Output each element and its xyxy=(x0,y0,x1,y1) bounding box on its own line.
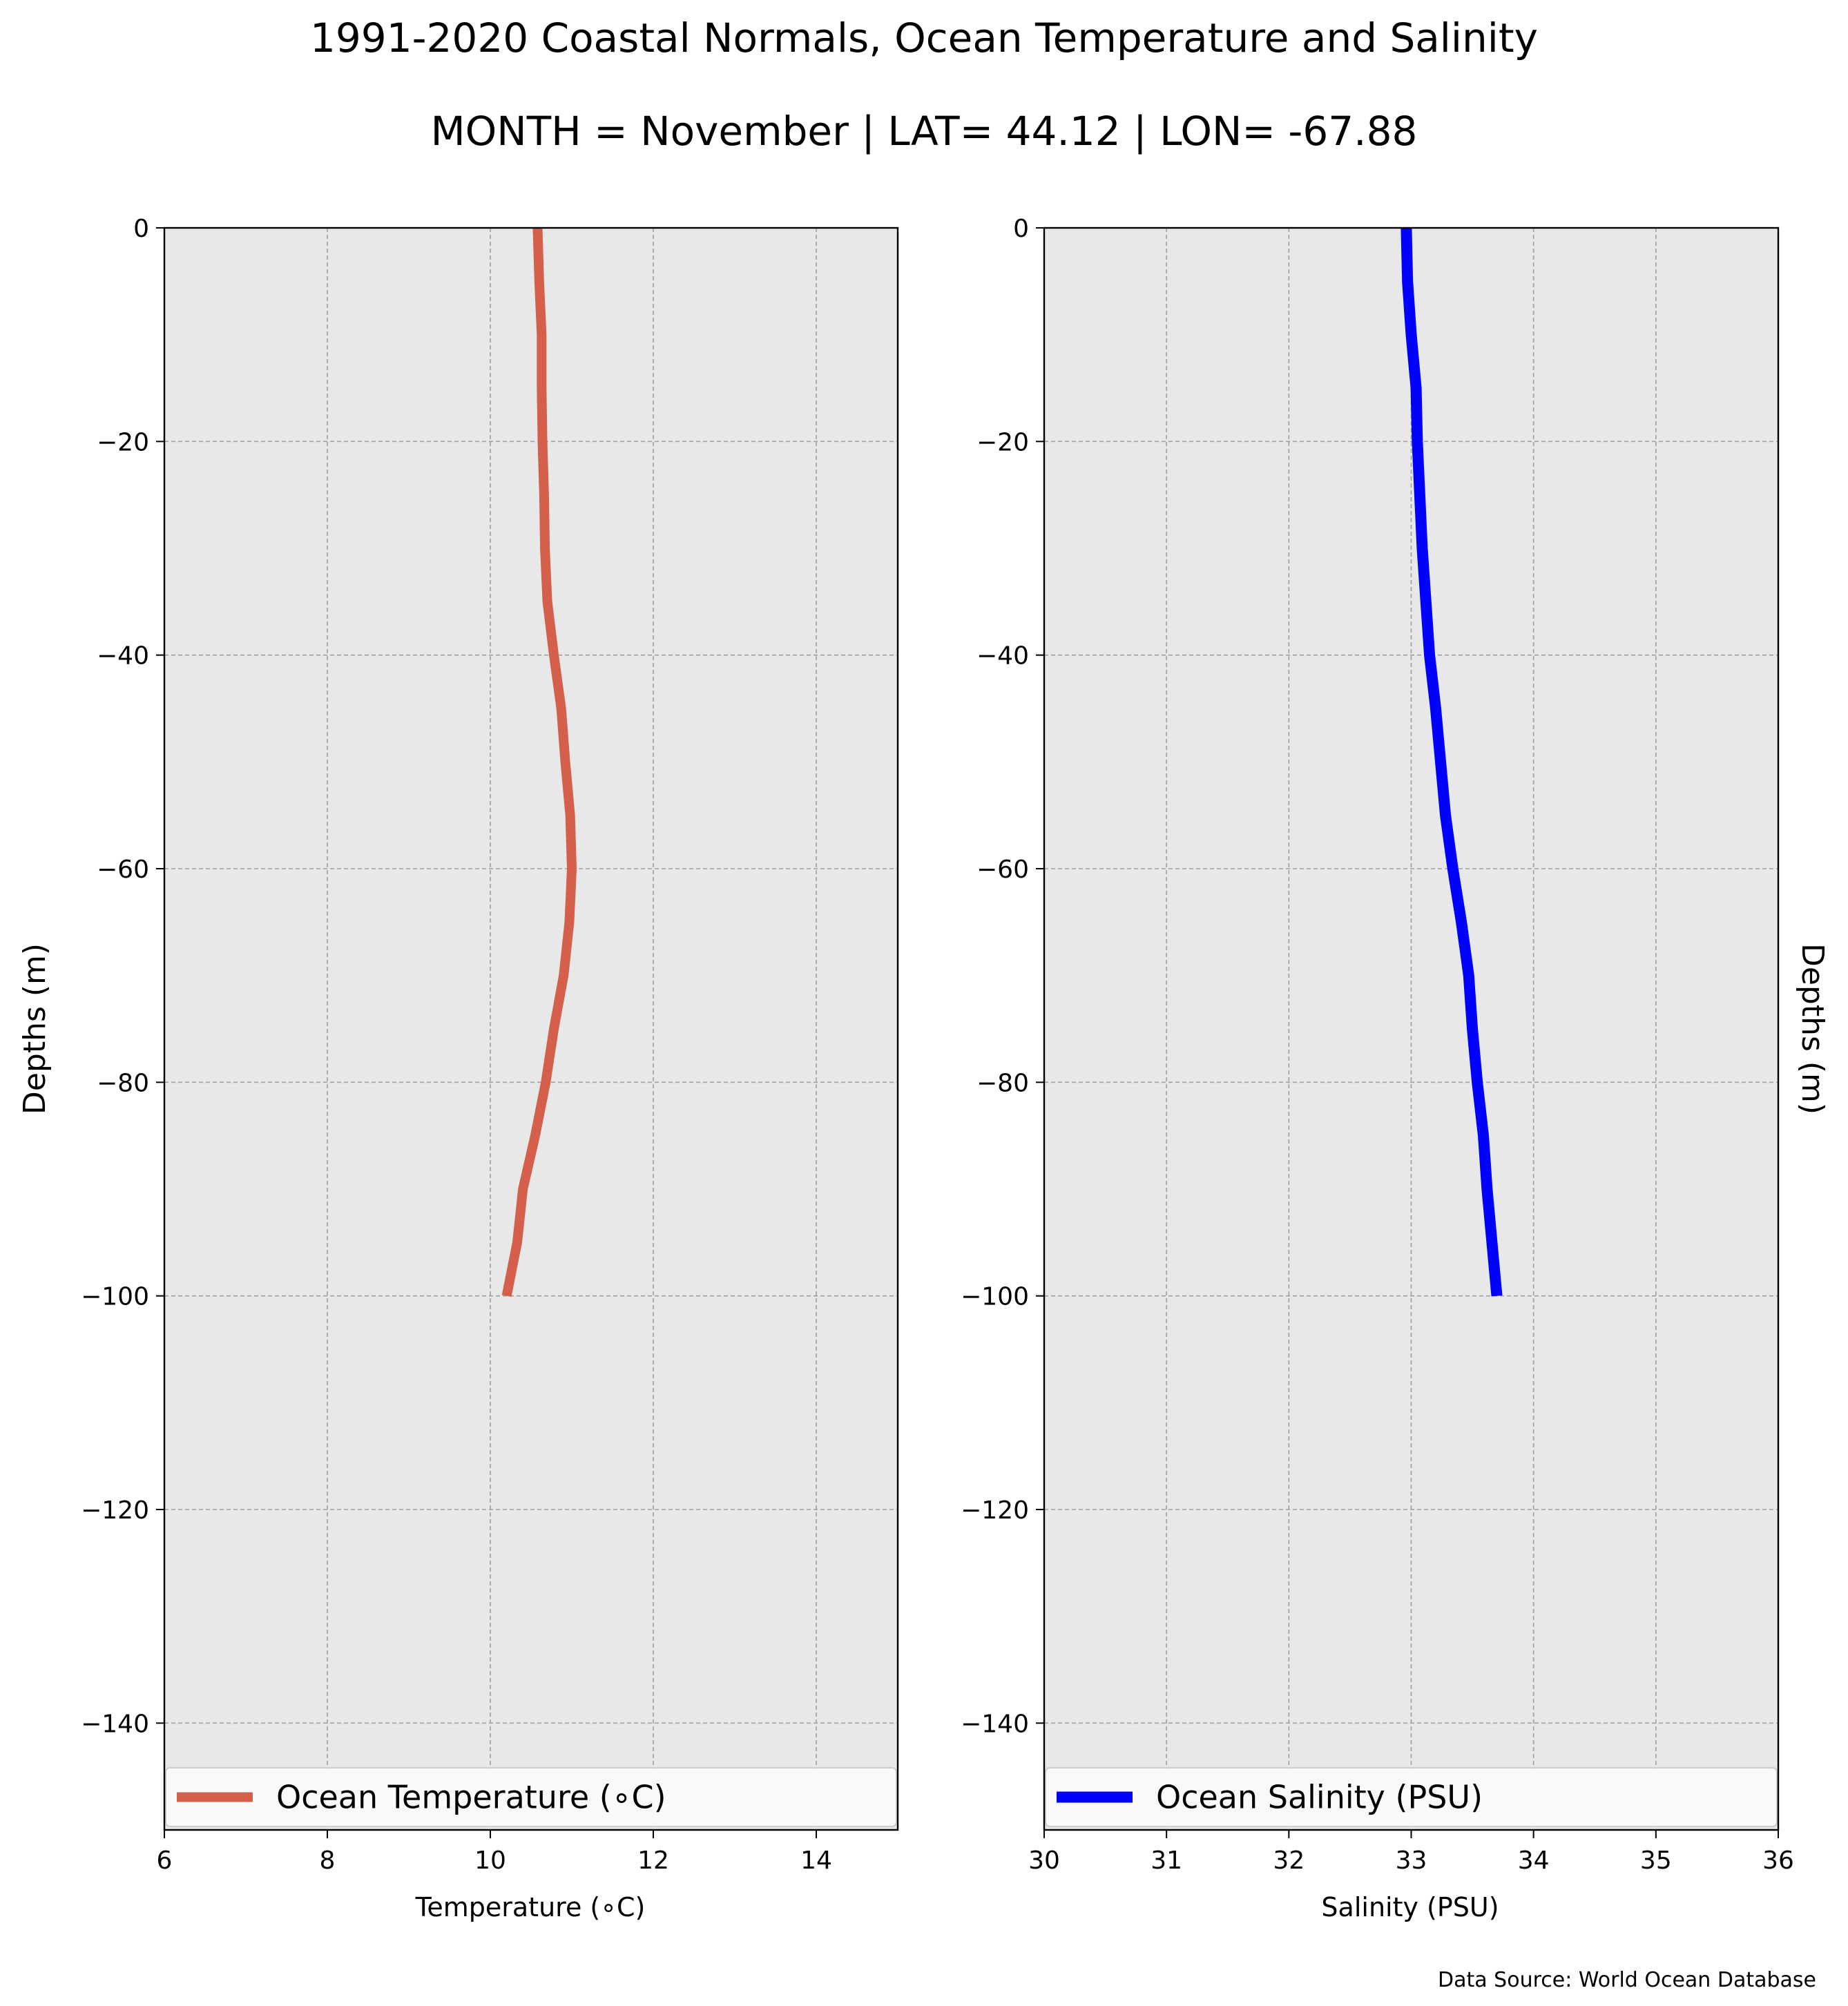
temperature-y-tick-label: −100 xyxy=(81,1283,149,1311)
salinity-y-tick-label: −80 xyxy=(976,1069,1029,1097)
salinity-series-line xyxy=(1401,228,1503,1297)
temperature-plot-background xyxy=(164,228,898,1830)
salinity-panel: Ocean Salinity (PSU) 0 −20 −40 −60 −80 −100 −12… xyxy=(961,215,1794,1875)
salinity-x-tick-label: 36 xyxy=(1762,1846,1794,1875)
temperature-panel: Ocean Temperature (∘C) 0 −20 −40 −60 −80 −100 −… xyxy=(81,215,899,1875)
temperature-y-tick-label: −140 xyxy=(81,1710,149,1738)
temperature-x-tick-label: 12 xyxy=(637,1846,669,1875)
salinity-legend-label: Ocean Salinity (PSU) xyxy=(1156,1779,1483,1816)
temperature-x-tick-label: 8 xyxy=(320,1846,336,1875)
temperature-y-tick-label: −20 xyxy=(97,428,149,456)
salinity-y-tick-label: −120 xyxy=(961,1496,1029,1525)
salinity-x-tick-label: 33 xyxy=(1396,1846,1427,1875)
temperature-y-tick-label: −80 xyxy=(97,1069,149,1097)
y-axis-label-left: Depths (m) xyxy=(17,943,52,1115)
chart-title: 1991-2020 Coastal Normals, Ocean Tempera… xyxy=(310,15,1538,61)
salinity-x-tick-label: 31 xyxy=(1151,1846,1182,1875)
salinity-x-tick-label: 32 xyxy=(1273,1846,1305,1875)
salinity-x-tick-label: 35 xyxy=(1640,1846,1672,1875)
temperature-y-tick-label: −120 xyxy=(81,1496,149,1525)
salinity-legend-box xyxy=(1045,1767,1778,1827)
temperature-legend-label: Ocean Temperature (∘C) xyxy=(276,1779,666,1816)
temperature-legend-box xyxy=(165,1767,897,1827)
temperature-x-tick-label: 6 xyxy=(157,1846,173,1875)
salinity-y-tick-label: −100 xyxy=(961,1283,1029,1311)
salinity-y-tick-label: −20 xyxy=(976,428,1029,456)
salinity-y-tick-label: −140 xyxy=(961,1710,1029,1738)
temperature-x-tick-label: 10 xyxy=(474,1846,506,1875)
temperature-y-tick-label: −40 xyxy=(97,642,149,671)
salinity-x-tick-label: 34 xyxy=(1518,1846,1550,1875)
temperature-axes-frame xyxy=(163,226,899,1831)
salinity-y-tick-label: −60 xyxy=(976,856,1029,884)
temperature-series-line xyxy=(501,228,577,1298)
y-axis-label-right: Depths (m) xyxy=(1795,943,1830,1115)
chart-subtitle: MONTH = November | LAT= 44.12 | LON= -67… xyxy=(431,108,1418,155)
salinity-x-tick-label: 30 xyxy=(1028,1846,1060,1875)
temperature-y-tick-label: 0 xyxy=(133,215,149,243)
x-axis-label-salinity: Salinity (PSU) xyxy=(1321,1892,1499,1922)
temperature-y-tick-label: −60 xyxy=(97,856,149,884)
salinity-y-tick-label: −40 xyxy=(976,642,1029,671)
x-axis-label-temperature: Temperature (∘C) xyxy=(415,1892,646,1922)
temperature-x-tick-label: 14 xyxy=(800,1846,832,1875)
source-note: Data Source: World Ocean Database xyxy=(1438,1968,1816,1992)
salinity-y-tick-label: 0 xyxy=(1013,215,1029,243)
